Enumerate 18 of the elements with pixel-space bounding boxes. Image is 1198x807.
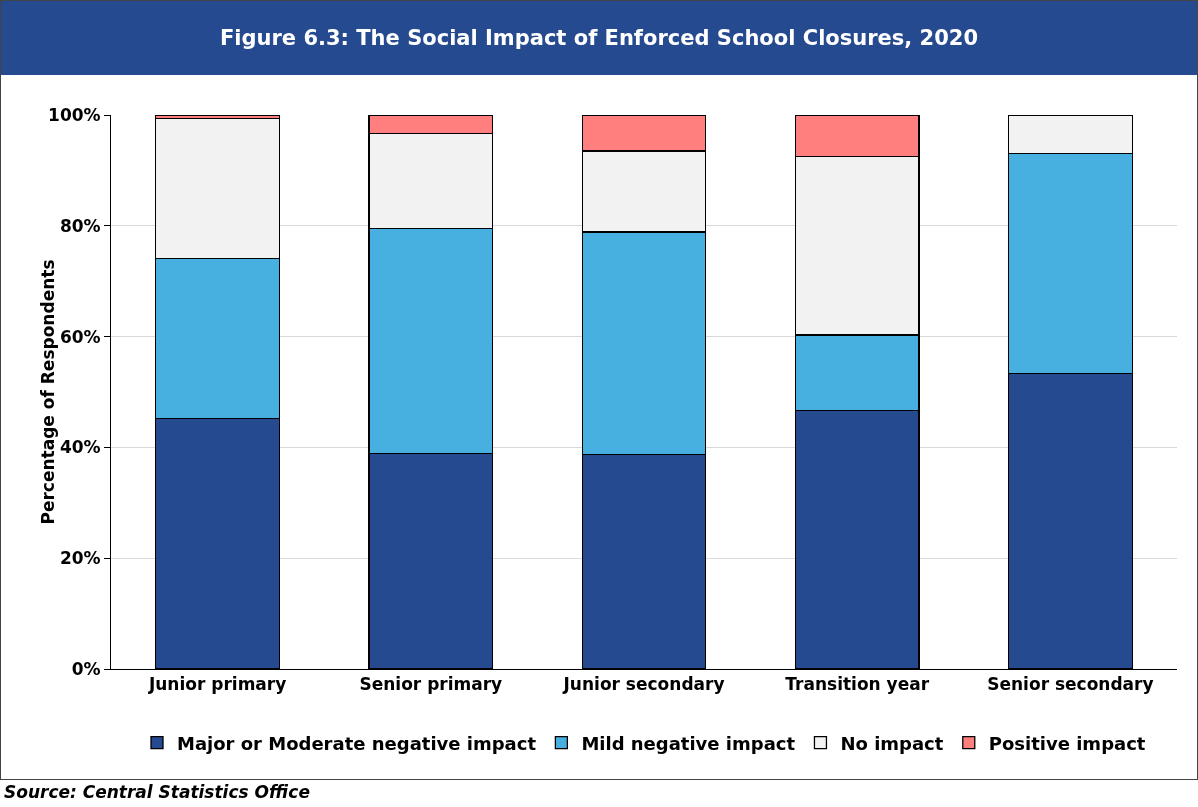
- chart-title: Figure 6.3: The Social Impact of Enforced School Closures, 2020: [1, 1, 1197, 75]
- x-tick-label: Transition year: [785, 674, 930, 695]
- y-tick-label: 40%: [59, 437, 101, 458]
- legend-label: Mild negative impact: [581, 732, 796, 754]
- y-tick-label: 100%: [48, 104, 101, 125]
- y-tick-label: 0%: [71, 658, 101, 679]
- legend-label: No impact: [840, 732, 944, 754]
- legend-label: Positive impact: [988, 732, 1146, 754]
- source-note: Source: Central Statistics Office: [4, 782, 310, 802]
- legend-label: Major or Moderate negative impact: [177, 732, 537, 754]
- y-tick-label: 80%: [59, 215, 101, 236]
- x-tick-label: Senior primary: [359, 674, 503, 695]
- y-tick-label: 60%: [59, 326, 101, 347]
- x-tick-label: Junior primary: [147, 674, 287, 695]
- x-tick-label: Senior secondary: [987, 674, 1154, 695]
- x-tick-label: Junior secondary: [562, 674, 725, 695]
- y-axis-title: Percentage of Respondents: [37, 259, 58, 525]
- y-tick-label: 20%: [59, 548, 101, 569]
